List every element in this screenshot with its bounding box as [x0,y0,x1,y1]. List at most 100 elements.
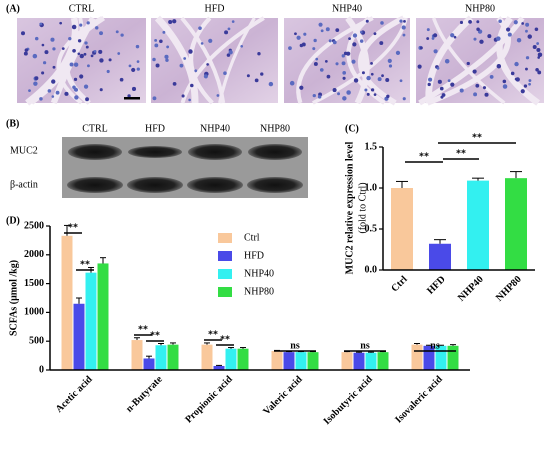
goblet-cell [489,75,494,79]
image-title: NHP80 [465,3,495,14]
goblet-cell [87,64,90,68]
goblet-cell [34,36,39,41]
goblet-cell [44,50,49,55]
panel-label: (D) [6,215,20,226]
goblet-cell [370,61,373,65]
goblet-cell [216,94,220,97]
goblet-cell [536,47,541,53]
goblet-cell [341,54,345,58]
goblet-cell [294,32,297,36]
goblet-cell [439,86,444,91]
goblet-cell [417,64,422,69]
goblet-cell [351,59,356,64]
goblet-cell [181,94,185,98]
goblet-cell [525,29,528,33]
legend-label: NHP80 [244,286,274,297]
goblet-cell [433,33,438,38]
goblet-cell [162,30,166,34]
goblet-cell [71,24,77,30]
bar [341,352,353,370]
goblet-cell [453,35,457,39]
goblet-cell [152,96,157,101]
y-tick-label: 2000 [24,249,44,260]
goblet-cell [179,63,184,68]
bar [365,352,377,370]
image-title: NHP40 [332,3,362,14]
goblet-cell [373,93,377,96]
goblet-cell [240,44,244,48]
goblet-cell [41,71,45,75]
bar [213,365,225,370]
legend-swatch [218,233,232,243]
goblet-cell [99,58,104,63]
goblet-cell [136,60,140,63]
y-tick-label: 1.0 [365,182,378,193]
goblet-cell [516,37,522,43]
goblet-cell [108,58,112,62]
villus [345,16,370,105]
goblet-cell [514,77,518,81]
villus [431,17,506,105]
goblet-cell [223,71,227,76]
goblet-cell [296,35,301,40]
goblet-cell [426,28,430,32]
y-tick-label: 1.5 [365,141,378,152]
goblet-cell [427,82,431,87]
goblet-cell [520,89,525,94]
goblet-cell [441,93,446,97]
goblet-cell [135,44,140,49]
x-tick-label: Valeric acid [261,374,305,418]
bar [391,188,413,270]
goblet-cell [79,53,84,59]
bar [353,352,365,370]
x-tick-label: Ctrl [389,274,409,294]
goblet-cell [119,77,124,82]
goblet-cell [165,58,169,62]
goblet-cell [98,49,103,54]
goblet-cell [51,79,56,84]
goblet-cell [198,26,202,30]
goblet-cell [23,51,28,56]
goblet-cell [332,40,337,45]
blot-band [187,177,243,193]
goblet-cell [534,27,539,32]
goblet-cell [183,57,187,60]
goblet-cell [537,70,542,75]
goblet-cell [226,53,231,57]
goblet-cell [52,65,56,69]
goblet-cell [324,59,328,63]
goblet-cell [328,39,332,43]
goblet-cell [79,74,84,79]
goblet-cell [83,52,87,56]
goblet-cell [85,97,89,102]
goblet-cell [513,20,518,25]
bar [225,348,237,370]
blot-band [247,177,303,193]
goblet-cell [536,42,540,45]
goblet-cell [268,81,274,87]
x-tick-label: Propionic acid [183,374,235,426]
goblet-cell [303,32,307,36]
villus [496,16,541,106]
goblet-cell [527,34,532,39]
goblet-cell [352,42,357,47]
goblet-cell [47,89,52,93]
significance-label: ** [138,324,148,335]
goblet-cell [433,49,438,54]
goblet-cell [39,97,43,101]
significance-label: ns [290,340,300,351]
goblet-cell [431,36,435,40]
bar [237,348,249,370]
goblet-cell [366,92,370,96]
goblet-cell [224,30,229,35]
goblet-cell [61,47,65,51]
bar [143,358,155,370]
goblet-cell [373,32,377,36]
goblet-cell [523,84,528,88]
goblet-cell [64,91,69,96]
goblet-cell [342,96,347,101]
goblet-cell [359,39,364,43]
goblet-cell [487,34,492,39]
goblet-cell [77,52,81,56]
